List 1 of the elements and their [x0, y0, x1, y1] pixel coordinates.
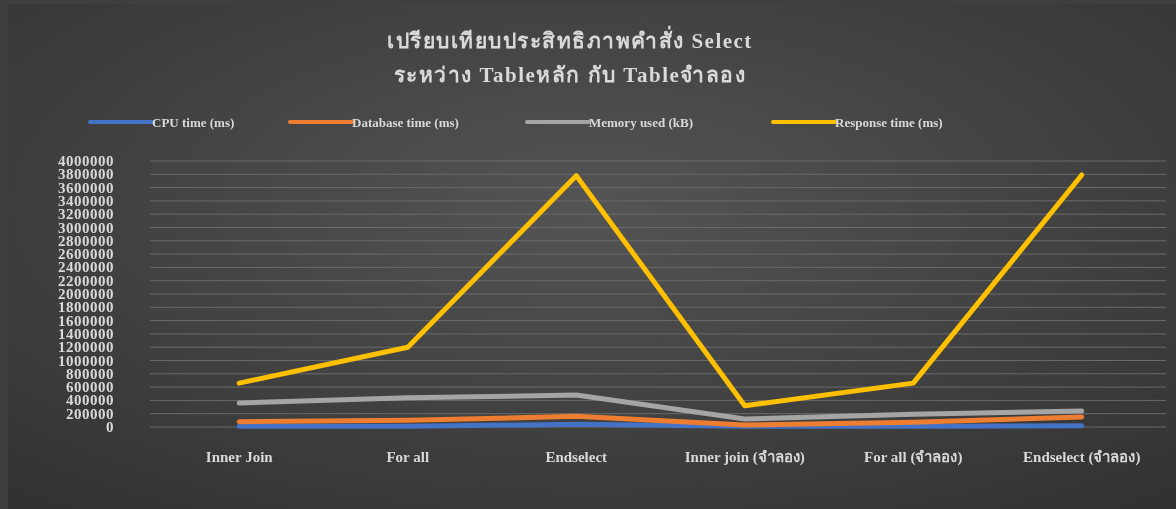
subtitle: ระหว่าง Tableหลัก กับ Tableจำลอง	[393, 63, 747, 87]
